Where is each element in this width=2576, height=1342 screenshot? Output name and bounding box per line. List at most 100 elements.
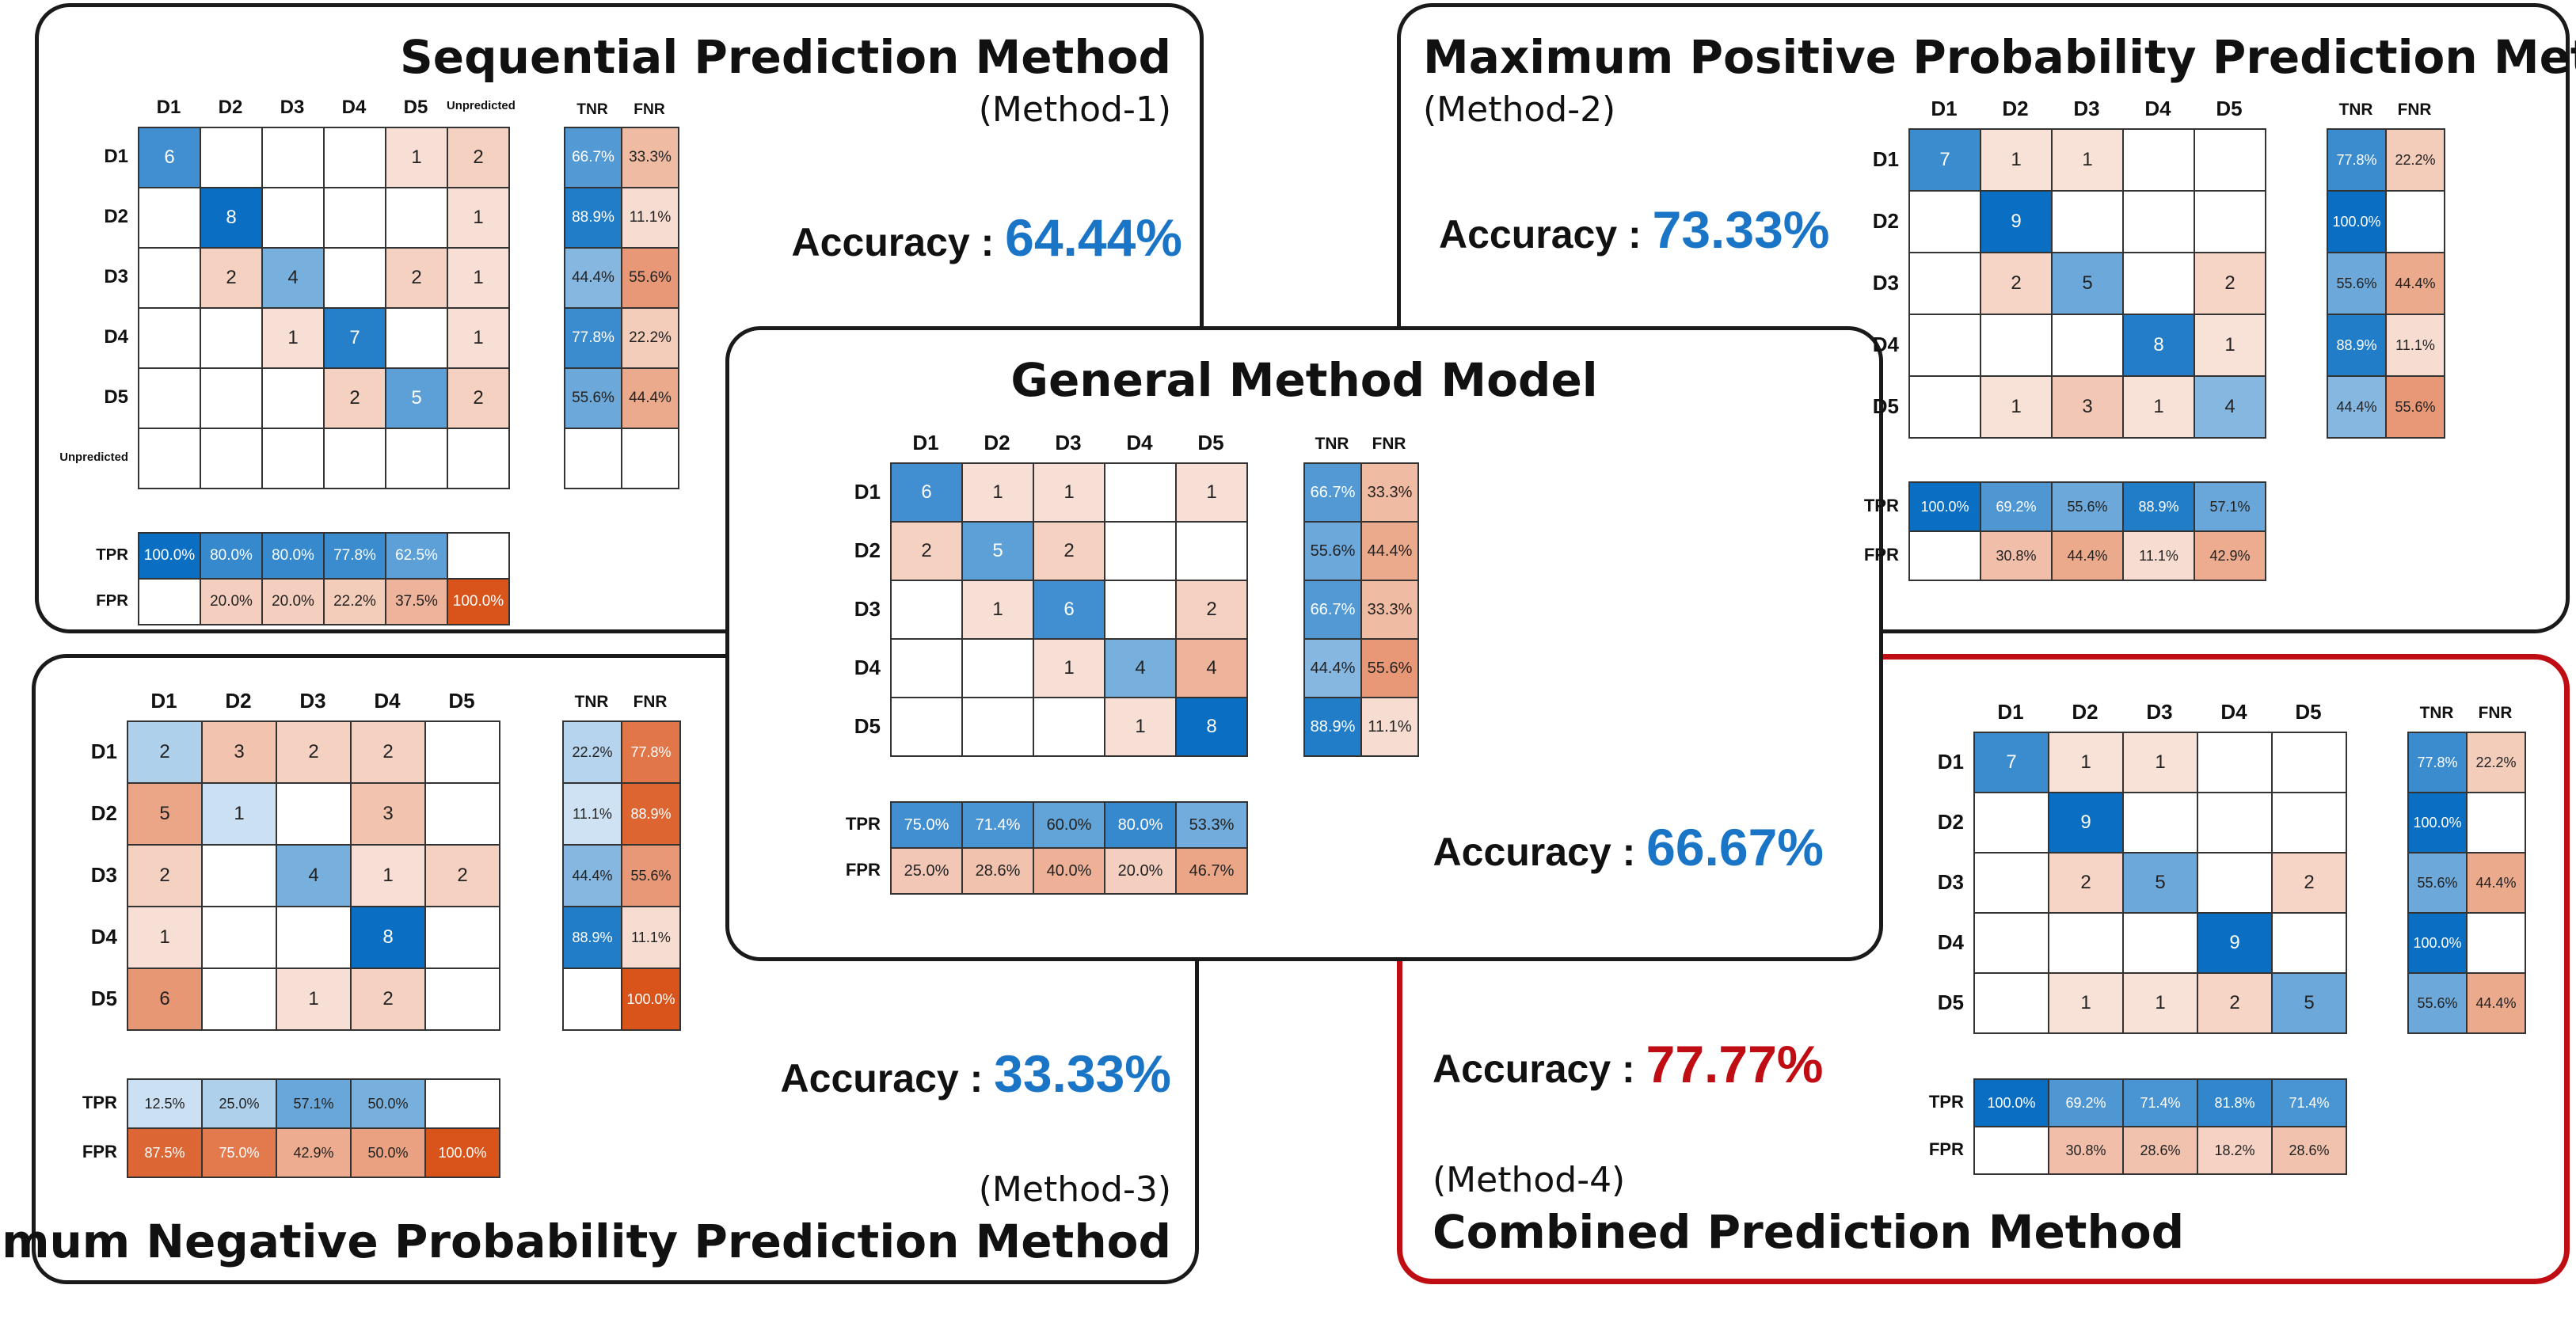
rate-header-tnr: TNR <box>576 101 608 118</box>
matrix-cell: 1 <box>1981 377 2053 439</box>
matrix-cell <box>1910 315 1981 377</box>
matrix-cell <box>2273 914 2347 974</box>
fnr-cell <box>2468 793 2526 853</box>
row-header-d4: D4 <box>90 925 117 949</box>
fpr-cell: 75.0% <box>203 1129 277 1178</box>
matrix-cell: 9 <box>2198 914 2273 974</box>
col-header-d1: D1 <box>1931 97 1958 120</box>
matrix-cell: 9 <box>1981 192 2053 253</box>
row-header-d1: D1 <box>854 480 881 504</box>
matrix-cell <box>386 188 448 249</box>
matrix-cell: 1 <box>448 249 510 309</box>
fnr-cell: 77.8% <box>622 722 681 784</box>
rate-header-tnr: TNR <box>2419 704 2454 723</box>
matrix-cell <box>263 188 325 249</box>
fnr-cell: 33.3% <box>1362 464 1419 523</box>
matrix-cell <box>2198 853 2273 914</box>
matrix-cell <box>1034 698 1105 757</box>
fnr-cell: 44.4% <box>622 369 679 429</box>
general-rate-table: 66.7% 33.3% 55.6% 44.4% 66.7% 33.3% 44.4% 55.6%… <box>1303 462 1419 757</box>
tpr-cell: 53.3% <box>1177 803 1248 849</box>
rate-label-fpr: FPR <box>845 859 881 880</box>
tpr-cell <box>448 534 510 580</box>
matrix-cell: 3 <box>352 784 426 846</box>
matrix-cell <box>2195 192 2266 253</box>
fnr-cell <box>2387 192 2445 253</box>
fpr-cell: 20.0% <box>1105 849 1177 895</box>
tpr-cell: 80.0% <box>201 534 263 580</box>
fnr-cell: 44.4% <box>2468 853 2526 914</box>
matrix-cell: 4 <box>2195 377 2266 439</box>
matrix-cell <box>2124 793 2198 853</box>
matrix-cell <box>2049 914 2124 974</box>
tnr-cell: 88.9% <box>565 188 622 249</box>
col-header-d2: D2 <box>984 431 1010 454</box>
row-header-d3: D3 <box>104 266 128 287</box>
rate-header-fnr: FNR <box>2397 101 2432 120</box>
fnr-cell: 55.6% <box>2387 377 2445 439</box>
method3-rate-table: 22.2% 77.8% 11.1% 88.9% 44.4% 55.6% 88.9% 11.1%… <box>562 720 681 1031</box>
fpr-cell: 44.4% <box>2053 532 2124 581</box>
matrix-cell <box>325 128 386 188</box>
fnr-cell: 22.2% <box>2387 130 2445 192</box>
matrix-cell: 2 <box>386 249 448 309</box>
tnr-cell: 100.0% <box>2328 192 2387 253</box>
rate-label-tpr: TPR <box>82 1092 117 1112</box>
method2-rate-table: 77.8% 22.2% 100.0% 55.6% 44.4% 88.9% 11.1% 44.4… <box>2327 128 2445 439</box>
method4-accuracy-value: 77.77% <box>1646 1035 1824 1093</box>
matrix-cell: 3 <box>2053 377 2124 439</box>
matrix-cell: 5 <box>386 369 448 429</box>
rate-header-fnr: FNR <box>2478 704 2513 723</box>
fpr-cell: 100.0% <box>448 580 510 625</box>
matrix-cell: 1 <box>2195 315 2266 377</box>
matrix-cell <box>426 969 500 1031</box>
matrix-cell <box>201 429 263 489</box>
col-header-d3: D3 <box>299 689 326 713</box>
matrix-cell: 8 <box>1177 698 1248 757</box>
row-header-d1: D1 <box>1872 147 1899 171</box>
tnr-cell: 88.9% <box>1305 698 1362 757</box>
col-header-d4: D4 <box>374 689 401 713</box>
method4-accuracy-label: Accuracy : <box>1433 1047 1635 1091</box>
tpr-cell: 77.8% <box>325 534 386 580</box>
rate-label-fpr: FPR <box>1928 1139 1964 1159</box>
tnr-cell: 100.0% <box>2409 793 2468 853</box>
fnr-cell: 55.6% <box>1362 640 1419 698</box>
matrix-cell <box>325 188 386 249</box>
matrix-cell: 1 <box>1177 464 1248 523</box>
fpr-cell: 28.6% <box>2124 1127 2198 1175</box>
col-header-d4: D4 <box>341 97 367 118</box>
tpr-cell: 71.4% <box>963 803 1034 849</box>
tnr-cell: 66.7% <box>1305 464 1362 523</box>
matrix-cell <box>201 309 263 369</box>
tpr-cell: 69.2% <box>2049 1080 2124 1127</box>
matrix-cell: 1 <box>2053 130 2124 192</box>
method3-tpr-fpr-table: 12.5% 25.0% 57.1% 50.0% 87.5% 75.0% 42.9% 50.0%… <box>127 1078 500 1178</box>
fnr-cell: 11.1% <box>2387 315 2445 377</box>
tpr-cell: 60.0% <box>1034 803 1105 849</box>
matrix-cell <box>426 722 500 784</box>
matrix-cell: 5 <box>128 784 203 846</box>
matrix-cell: 6 <box>139 128 201 188</box>
method2-accuracy-value: 73.33% <box>1652 200 1830 259</box>
row-header-d5: D5 <box>1872 394 1899 418</box>
matrix-cell <box>139 429 201 489</box>
matrix-cell <box>892 581 963 640</box>
row-header-d1: D1 <box>90 739 117 763</box>
matrix-cell <box>1105 581 1177 640</box>
rate-header-tnr: TNR <box>574 693 609 712</box>
col-header-d1: D1 <box>1997 700 2024 724</box>
matrix-cell <box>139 309 201 369</box>
matrix-cell <box>263 128 325 188</box>
fpr-cell: 87.5% <box>128 1129 203 1178</box>
row-header-d1: D1 <box>1937 750 1964 774</box>
fpr-cell: 20.0% <box>263 580 325 625</box>
matrix-cell: 8 <box>352 907 426 969</box>
tnr-cell: 22.2% <box>564 722 622 784</box>
fpr-cell: 100.0% <box>426 1129 500 1178</box>
col-header-d2: D2 <box>225 689 252 713</box>
tnr-cell: 88.9% <box>2328 315 2387 377</box>
fnr-cell: 55.6% <box>622 846 681 907</box>
matrix-cell <box>263 369 325 429</box>
